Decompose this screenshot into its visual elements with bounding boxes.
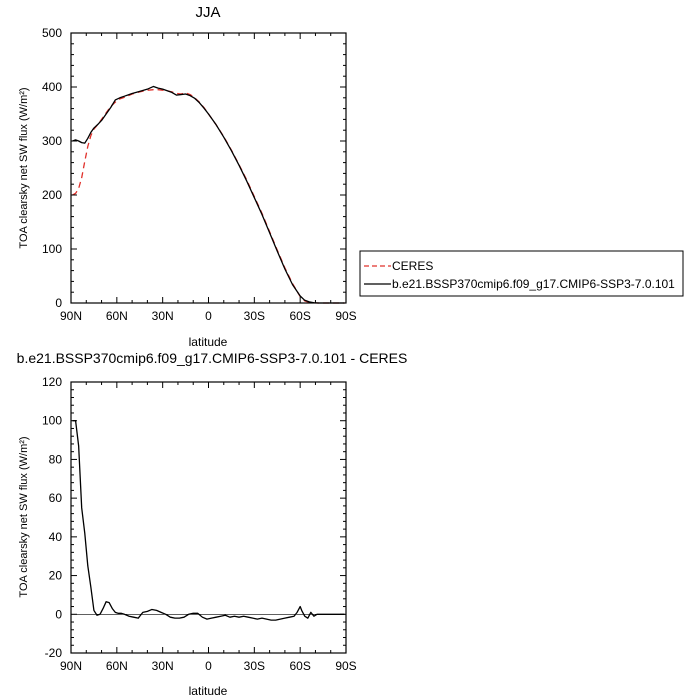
chart2-xtick-label: 30S [244,659,265,673]
chart1-xlabel: latitude [189,335,228,349]
chart1-series-1-line [72,89,345,304]
chart1-xtick-label: 30N [152,309,174,323]
chart2-xtick-label: 0 [205,659,212,673]
chart2-ytick-label: 80 [49,452,63,466]
chart1-xtick-label: 60N [106,309,128,323]
chart1-xtick-label: 90N [60,309,82,323]
chart1-frame [70,32,347,304]
chart1-ytick-label: 0 [55,296,62,310]
chart2-xtick-label: 90N [60,659,82,673]
chart2-xtick-label: 90S [335,659,356,673]
chart1-ytick-label: 400 [42,80,62,94]
chart2-ylabel: TOA clearsky net SW flux (W/m²) [18,436,30,597]
chart2-xtick-label: 30N [152,659,174,673]
chart2-ytick-label: 100 [42,414,62,428]
chart2-ytick-label: 60 [49,491,63,505]
chart1-xtick-label: 90S [335,309,356,323]
chart1-ylabel: TOA clearsky net SW flux (W/m²) [18,87,30,248]
chart1-plot-area: 90N 60N 30N 0 30S 60S 90S 0 100 200 300 400 500 [42,26,357,323]
chart1-ytick-label: 100 [42,242,62,256]
chart2-ytick-label: -20 [45,646,63,660]
chart1-xtick-label: 30S [244,309,265,323]
chart1-series-2-line [72,85,345,304]
chart2-plot-area: 90N 60N 30N 0 30S 60S 90S -20 0 20 40 60 80 100 120 [42,375,357,673]
chart2-xtick-label: 60N [106,659,128,673]
chart1-ytick-label: 200 [42,188,62,202]
legend-box [359,250,684,297]
chart2-series-1-line [72,420,345,621]
chart2-ytick-label: 0 [55,607,62,621]
legend-ceres-label: CERES [392,259,433,273]
chart1-title: JJA [195,4,220,21]
chart1-ytick-label: 500 [42,26,62,40]
chart2-frame [70,381,347,654]
chart2-title: b.e21.BSSP370cmip6.f09_g17.CMIP6-SSP3-7.… [17,350,408,366]
chart1-xtick-label: 0 [205,309,212,323]
legend-model-label: b.e21.BSSP370cmip6.f09_g17.CMIP6-SSP3-7.… [392,277,675,291]
chart2-xlabel: latitude [189,684,228,698]
chart1-xtick-label: 60S [289,309,310,323]
chart2-ytick-label: 20 [49,569,63,583]
chart2-ytick-label: 120 [42,375,62,389]
chart1-ytick-label: 300 [42,134,62,148]
chart1-legend: CERES b.e21.BSSP370cmip6.f09_g17.CMIP6-S… [359,250,684,297]
chart2-ytick-label: 40 [49,530,63,544]
chart2-xtick-label: 60S [289,659,310,673]
